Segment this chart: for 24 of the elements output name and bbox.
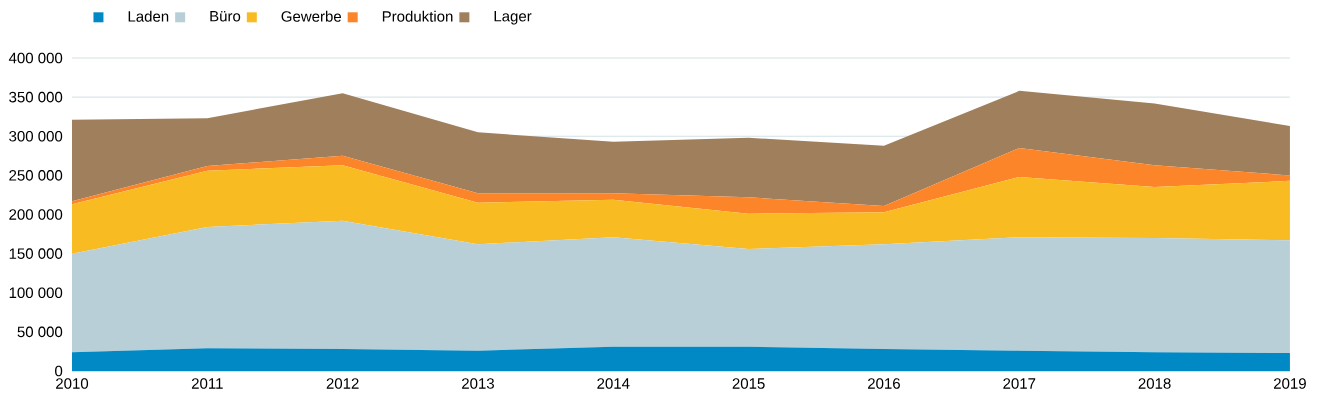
legend-label: Büro xyxy=(210,11,241,22)
x-tick-label: 2013 xyxy=(462,378,494,389)
y-tick-label: 300 000 xyxy=(9,130,63,142)
legend-label: Produktion xyxy=(382,10,453,22)
y-tick-label: 50 000 xyxy=(17,326,63,338)
x-tick-label: 2010 xyxy=(56,378,89,389)
y-tick-label: 0 xyxy=(55,365,63,377)
x-tick-label: 2012 xyxy=(326,378,359,389)
y-tick-label: 250 000 xyxy=(9,170,63,181)
y-tick-label: 350 000 xyxy=(9,91,63,103)
legend-label: Lager xyxy=(494,11,532,25)
y-tick-label: 200 000 xyxy=(9,209,63,220)
legend-label: Gewerbe xyxy=(281,10,341,22)
y-tick-label: 100 000 xyxy=(9,287,63,299)
x-tick-label: 2019 xyxy=(1273,378,1306,389)
x-tick-label: 2016 xyxy=(868,378,900,389)
x-tick-label: 2018 xyxy=(1138,378,1171,389)
x-tick-label: 2017 xyxy=(1003,378,1036,389)
y-tick-label: 150 000 xyxy=(9,248,63,259)
x-tick-label: 2011 xyxy=(191,378,223,389)
x-tick-label: 2014 xyxy=(597,378,630,389)
y-tick-label: 400 000 xyxy=(8,52,63,64)
legend-label: Laden xyxy=(128,10,169,22)
x-tick-label: 2015 xyxy=(732,378,765,389)
